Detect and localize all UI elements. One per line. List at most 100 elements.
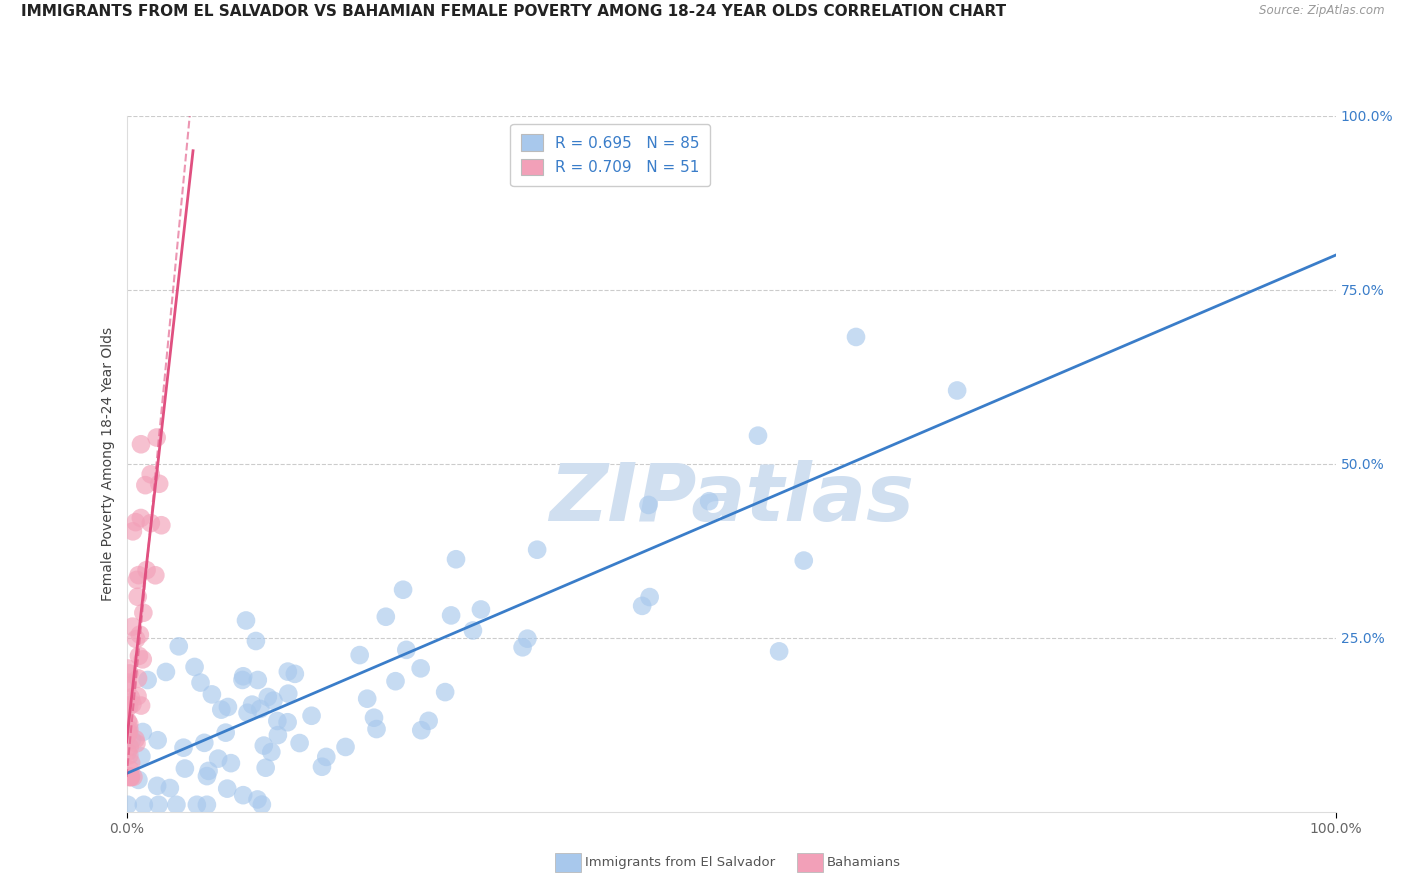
Point (118, 666, 141, 681)
Point (132, 797, 155, 812)
Point (190, 675, 212, 690)
Point (262, 693, 284, 707)
Point (260, 745, 283, 759)
Point (335, 739, 357, 754)
Point (155, 665, 177, 679)
Point (146, 733, 169, 747)
Point (127, 672, 149, 686)
Point (120, 770, 142, 784)
Point (131, 749, 153, 764)
Point (129, 511, 152, 525)
Point (134, 478, 156, 492)
Text: Bahamians: Bahamians (827, 856, 901, 869)
Point (118, 748, 141, 763)
Point (148, 476, 170, 491)
Point (118, 740, 141, 755)
Point (631, 599, 654, 613)
Point (121, 732, 143, 747)
Point (768, 644, 790, 658)
Point (195, 797, 218, 812)
Point (240, 698, 263, 712)
Point (250, 797, 273, 812)
Point (249, 702, 271, 716)
Point (209, 703, 232, 717)
Point (470, 602, 492, 616)
Point (132, 652, 155, 666)
Point (254, 761, 277, 775)
Point (127, 772, 149, 787)
Point (132, 606, 155, 620)
Point (118, 725, 141, 739)
Point (349, 648, 371, 662)
Point (128, 648, 150, 663)
Point (143, 568, 166, 582)
Point (444, 552, 467, 566)
Point (395, 643, 418, 657)
Point (139, 467, 162, 482)
Point (311, 760, 333, 774)
Point (117, 675, 139, 690)
Point (193, 736, 215, 750)
Point (440, 608, 463, 623)
Point (148, 797, 170, 812)
Point (219, 756, 242, 771)
Point (124, 732, 146, 747)
Point (434, 685, 457, 699)
Point (117, 661, 139, 675)
Point (159, 780, 181, 795)
Point (125, 736, 148, 750)
Point (146, 779, 169, 793)
Point (121, 524, 143, 539)
Point (183, 660, 205, 674)
Point (197, 764, 219, 778)
Point (127, 590, 149, 604)
Point (526, 542, 548, 557)
Point (150, 518, 173, 533)
Y-axis label: Female Poverty Among 18-24 Year Olds: Female Poverty Among 18-24 Year Olds (101, 326, 115, 601)
Point (118, 716, 141, 731)
Point (512, 640, 534, 655)
Point (201, 687, 224, 701)
Point (145, 430, 167, 444)
Point (366, 722, 388, 736)
Point (215, 725, 238, 739)
Point (120, 763, 142, 777)
Point (173, 762, 195, 776)
Point (232, 788, 254, 802)
Point (246, 792, 269, 806)
Point (136, 673, 159, 687)
Point (121, 697, 143, 711)
Point (277, 715, 299, 730)
Point (315, 750, 337, 764)
Text: ZIPatlas: ZIPatlas (548, 459, 914, 538)
Point (139, 516, 162, 530)
Point (173, 740, 195, 755)
Point (284, 666, 307, 681)
Point (118, 723, 141, 737)
Point (411, 723, 433, 738)
Point (374, 609, 396, 624)
Point (129, 437, 152, 451)
Point (125, 632, 148, 646)
Point (117, 797, 139, 812)
Point (697, 494, 720, 508)
Point (266, 714, 288, 728)
Point (793, 553, 815, 567)
Point (516, 632, 538, 646)
Point (127, 689, 149, 703)
Point (120, 770, 142, 784)
Point (117, 724, 139, 739)
Point (217, 700, 239, 714)
Point (384, 674, 406, 689)
Point (121, 620, 143, 634)
Point (845, 330, 868, 344)
Point (946, 384, 969, 398)
Point (117, 714, 139, 728)
Point (128, 627, 150, 641)
Point (235, 614, 257, 628)
Point (207, 751, 229, 765)
Point (117, 698, 139, 712)
Point (117, 679, 139, 693)
Point (120, 770, 142, 784)
Point (747, 428, 769, 442)
